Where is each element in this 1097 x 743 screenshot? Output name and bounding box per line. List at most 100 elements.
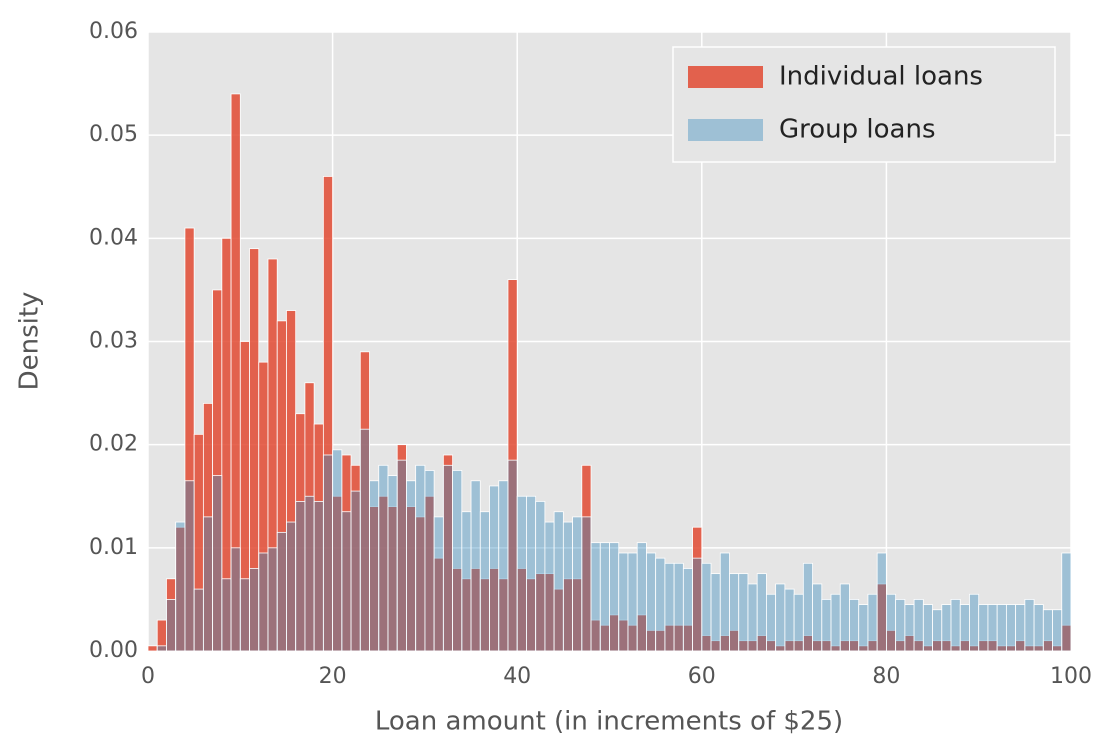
bar <box>839 583 850 652</box>
bar <box>867 593 878 652</box>
bar <box>295 501 306 652</box>
bar <box>858 604 869 652</box>
y-tick-label: 0.03 <box>89 329 138 354</box>
bar <box>535 501 546 652</box>
bar <box>562 521 573 652</box>
bar <box>581 516 592 652</box>
bar <box>1033 604 1044 652</box>
bar <box>996 604 1007 652</box>
x-axis-title: Loan amount (in increments of $25) <box>375 707 843 737</box>
legend: Individual loans Group loans <box>672 46 1056 163</box>
x-tick-label: 100 <box>1050 664 1092 689</box>
bar <box>166 599 177 652</box>
bar <box>729 573 740 652</box>
bar <box>276 531 287 652</box>
bar <box>267 547 278 652</box>
y-tick-label: 0.01 <box>89 535 138 560</box>
bar <box>396 459 407 652</box>
bar <box>341 511 352 652</box>
bar <box>692 557 703 652</box>
bar <box>950 599 961 652</box>
y-tick-label: 0.06 <box>89 19 138 44</box>
legend-swatch <box>688 119 763 141</box>
bar <box>738 573 749 652</box>
bar <box>424 470 435 652</box>
bar <box>793 593 804 652</box>
bar <box>286 521 297 652</box>
bar <box>775 583 786 652</box>
bar <box>516 495 527 652</box>
bar <box>322 454 333 652</box>
bar <box>452 470 463 652</box>
bar <box>784 588 795 652</box>
bar <box>193 588 204 652</box>
y-tick-label: 0.04 <box>89 225 138 250</box>
bar <box>756 573 767 652</box>
bar <box>313 501 324 652</box>
bar <box>184 480 195 652</box>
bar <box>987 604 998 652</box>
bar <box>876 552 887 652</box>
bar <box>959 604 970 652</box>
legend-label: Individual loans <box>779 62 983 92</box>
x-tick-label: 0 <box>141 664 155 689</box>
bar <box>369 480 380 652</box>
y-tick-label: 0.05 <box>89 122 138 147</box>
bar <box>932 609 943 652</box>
bar <box>304 495 315 652</box>
bar <box>230 547 241 652</box>
bar <box>406 480 417 652</box>
bar <box>498 480 509 652</box>
bar <box>479 511 490 652</box>
bar <box>489 485 500 652</box>
bar <box>1061 552 1072 652</box>
bar <box>249 568 260 652</box>
bar <box>922 604 933 652</box>
bar <box>156 645 167 652</box>
bar <box>978 604 989 652</box>
bar <box>175 521 186 652</box>
x-tick-label: 40 <box>503 664 531 689</box>
legend-swatch <box>688 66 763 88</box>
bar <box>553 511 564 652</box>
bar <box>655 557 666 652</box>
bar <box>664 562 675 652</box>
bar <box>461 511 472 652</box>
bar <box>710 573 721 652</box>
y-tick-label: 0.02 <box>89 432 138 457</box>
bar <box>812 583 823 652</box>
bar <box>212 475 223 652</box>
bar <box>350 490 361 652</box>
bar <box>673 562 684 652</box>
y-axis-title: Density <box>15 292 45 391</box>
bar <box>701 562 712 652</box>
bar <box>359 428 370 652</box>
bar <box>682 568 693 652</box>
bar <box>719 552 730 652</box>
bar <box>147 645 158 652</box>
bar <box>1042 609 1053 652</box>
bar <box>904 604 915 652</box>
bar <box>895 599 906 652</box>
bar <box>544 521 555 652</box>
bar <box>802 562 813 652</box>
bar <box>415 464 426 652</box>
bar <box>387 475 398 652</box>
x-tick-label: 80 <box>872 664 900 689</box>
bar <box>202 516 214 652</box>
x-tick-label: 60 <box>688 664 716 689</box>
bar <box>590 542 601 652</box>
bar <box>913 599 924 652</box>
bar <box>646 552 657 652</box>
bar <box>572 516 583 652</box>
bar <box>1052 609 1063 652</box>
bar <box>941 604 952 652</box>
bar <box>221 578 232 652</box>
bar <box>886 593 897 652</box>
bar <box>636 542 647 652</box>
bar <box>969 593 980 652</box>
bar <box>849 599 860 652</box>
bar <box>1024 599 1035 652</box>
bar <box>766 593 777 652</box>
